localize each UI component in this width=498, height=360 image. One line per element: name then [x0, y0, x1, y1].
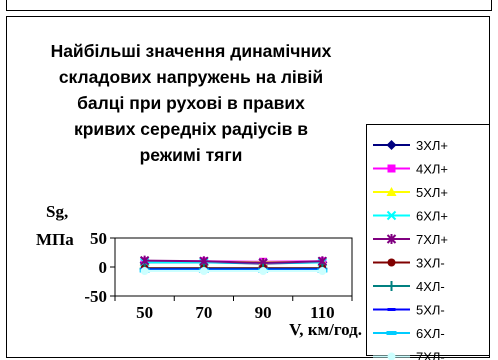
legend-label: 5ХЛ+ [416, 185, 448, 200]
legend-label: 3ХЛ+ [416, 138, 448, 153]
legend-marker [387, 258, 396, 267]
y-tick-label: 50 [90, 229, 107, 248]
legend-marker [387, 164, 396, 173]
x-tick-label: 110 [310, 303, 335, 322]
legend-marker [386, 187, 397, 196]
data-point [259, 267, 268, 276]
x-tick-label: 90 [255, 303, 272, 322]
x-tick-label: 50 [136, 303, 153, 322]
legend-label: 5ХЛ- [416, 303, 445, 318]
legend-marker [387, 308, 396, 311]
chart-title: Найбільші значення динамічних складових … [26, 38, 356, 168]
chart-title-line-4: кривих середніх радіусів в [73, 119, 308, 139]
plot-area [114, 237, 353, 297]
legend-marker [386, 281, 397, 291]
legend-marker [386, 140, 397, 150]
chart-title-line-1: Найбільші значення динамічних [50, 41, 332, 61]
chart-title-line-2: складових напружень на лівій [58, 67, 324, 87]
data-point [318, 267, 327, 276]
legend-label: 6ХЛ- [416, 326, 445, 341]
legend-marker [386, 210, 397, 221]
legend-label: 7ХЛ+ [416, 232, 448, 247]
data-point [140, 267, 149, 276]
legend-marker [386, 234, 397, 244]
legend-marker [386, 331, 397, 335]
x-tick-label: 70 [195, 303, 212, 322]
legend-label: 4ХЛ- [416, 279, 445, 294]
legend-label: 7ХЛ- [416, 350, 445, 360]
y-tick-label: -50 [84, 287, 107, 306]
y-tick-label: 0 [99, 258, 108, 277]
y-axis-label-line-1: Sg, [46, 202, 68, 221]
data-point [199, 267, 208, 276]
legend-label: 6ХЛ+ [416, 209, 448, 224]
legend-label: 4ХЛ+ [416, 162, 448, 177]
chart-title-line-3: балці при рухові в правих [77, 93, 305, 113]
previous-chart-frame [6, 0, 492, 11]
y-axis-label-line-2: МПа [36, 230, 74, 249]
chart-title-line-5: режимі тяги [139, 145, 243, 165]
x-axis-label: V, км/год. [289, 320, 362, 339]
legend-label: 3ХЛ- [416, 256, 445, 271]
series-line-5 [144, 259, 323, 264]
legend-marker [387, 352, 396, 360]
